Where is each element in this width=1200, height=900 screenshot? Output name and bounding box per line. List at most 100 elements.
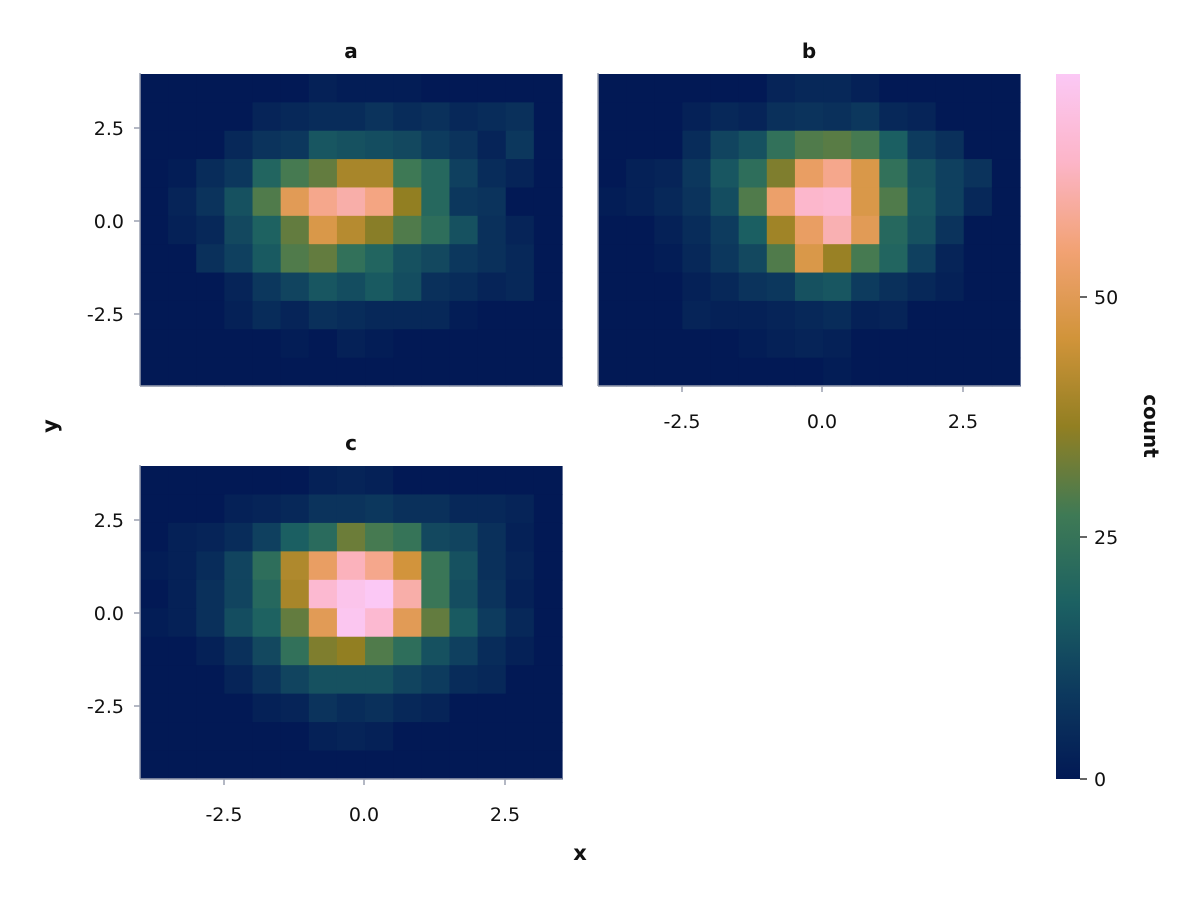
- heatmap-cell: [533, 300, 563, 330]
- panel-c-heatmap: [140, 466, 563, 780]
- heatmap-cell: [308, 636, 338, 666]
- heatmap-cell: [421, 722, 451, 752]
- heatmap-cell: [907, 74, 937, 103]
- heatmap-cell: [308, 608, 338, 638]
- heatmap-cell: [393, 102, 422, 132]
- heatmap-cell: [626, 187, 655, 217]
- heatmap-cell: [505, 665, 535, 695]
- heatmap-cell: [168, 522, 197, 552]
- heatmap-cell: [533, 102, 563, 132]
- heatmap-cell: [598, 357, 627, 387]
- heatmap-cell: [336, 636, 366, 666]
- heatmap-cell: [168, 551, 197, 581]
- heatmap-cell: [308, 722, 338, 752]
- heatmap-cell: [533, 551, 563, 581]
- heatmap-cell: [738, 244, 768, 274]
- heatmap-cell: [710, 130, 740, 160]
- heatmap-cell: [907, 215, 937, 245]
- heatmap-cell: [879, 187, 909, 217]
- heatmap-cell: [365, 74, 394, 103]
- heatmap-cell: [879, 102, 909, 132]
- heatmap-cell: [449, 272, 479, 302]
- heatmap-cell: [654, 102, 683, 132]
- heatmap-cell: [393, 357, 422, 387]
- heatmap-cell: [336, 329, 366, 359]
- heatmap-cell: [280, 551, 310, 581]
- heatmap-cell: [505, 74, 535, 103]
- heatmap-cell: [533, 494, 563, 524]
- heatmap-cell: [421, 329, 451, 359]
- colorbar: [1056, 74, 1080, 779]
- heatmap-cell: [365, 130, 394, 160]
- heatmap-cell: [421, 102, 451, 132]
- heatmap-cell: [280, 693, 310, 723]
- heatmap-cell: [196, 329, 225, 359]
- heatmap-cell: [505, 130, 535, 160]
- heatmap-cell: [682, 187, 712, 217]
- heatmap-cell: [365, 693, 394, 723]
- heatmap-cell: [449, 608, 479, 638]
- heatmap-cell: [598, 272, 627, 302]
- heatmap-cell: [682, 74, 712, 103]
- heatmap-cell: [365, 102, 394, 132]
- heatmap-cell: [823, 244, 852, 274]
- heatmap-cell: [710, 329, 740, 359]
- heatmap-cell: [879, 329, 909, 359]
- heatmap-cell: [140, 551, 169, 581]
- heatmap-cell: [654, 357, 683, 387]
- heatmap-cell: [851, 272, 880, 302]
- heatmap-cell: [710, 357, 740, 387]
- heatmap-cell: [365, 665, 394, 695]
- heatmap-cell: [598, 130, 627, 160]
- heatmap-cell: [252, 215, 282, 245]
- heatmap-cell: [477, 272, 507, 302]
- heatmap-cell: [421, 272, 451, 302]
- heatmap-cell: [365, 608, 394, 638]
- heatmap-cell: [280, 130, 310, 160]
- heatmap-cell: [907, 300, 937, 330]
- heatmap-cell: [196, 300, 225, 330]
- heatmap-cell: [935, 215, 965, 245]
- heatmap-cell: [224, 551, 254, 581]
- heatmap-cell: [196, 722, 225, 752]
- heatmap-cell: [449, 636, 479, 666]
- heatmap-cell: [794, 215, 824, 245]
- heatmap-cell: [365, 159, 394, 189]
- heatmap-cell: [252, 750, 282, 780]
- heatmap-cell: [140, 494, 169, 524]
- heatmap-cell: [710, 159, 740, 189]
- heatmap-cell: [393, 244, 422, 274]
- heatmap-cell: [280, 466, 310, 496]
- heatmap-cell: [682, 300, 712, 330]
- heatmap-cell: [196, 466, 225, 496]
- heatmap-cell: [421, 665, 451, 695]
- heatmap-cell: [935, 130, 965, 160]
- heatmap-cell: [308, 579, 338, 609]
- heatmap-cell: [766, 244, 796, 274]
- heatmap-cell: [365, 522, 394, 552]
- heatmap-cell: [421, 693, 451, 723]
- panel-a-ytick-label: -2.5: [87, 304, 124, 326]
- heatmap-cell: [963, 187, 993, 217]
- heatmap-cell: [598, 329, 627, 359]
- heatmap-cell: [336, 74, 366, 103]
- heatmap-cell: [654, 130, 683, 160]
- heatmap-cell: [710, 244, 740, 274]
- heatmap-cell: [196, 665, 225, 695]
- panel-c-ytick-label: 0.0: [94, 603, 124, 625]
- heatmap-cell: [280, 636, 310, 666]
- heatmap-cell: [991, 357, 1021, 387]
- heatmap-cell: [421, 159, 451, 189]
- heatmap-cell: [794, 159, 824, 189]
- heatmap-cell: [505, 494, 535, 524]
- heatmap-cell: [252, 579, 282, 609]
- heatmap-cell: [477, 494, 507, 524]
- heatmap-cell: [710, 215, 740, 245]
- heatmap-cell: [336, 244, 366, 274]
- heatmap-cell: [823, 272, 852, 302]
- heatmap-cell: [477, 300, 507, 330]
- heatmap-cell: [393, 187, 422, 217]
- heatmap-cell: [196, 579, 225, 609]
- heatmap-cell: [449, 329, 479, 359]
- heatmap-cell: [365, 494, 394, 524]
